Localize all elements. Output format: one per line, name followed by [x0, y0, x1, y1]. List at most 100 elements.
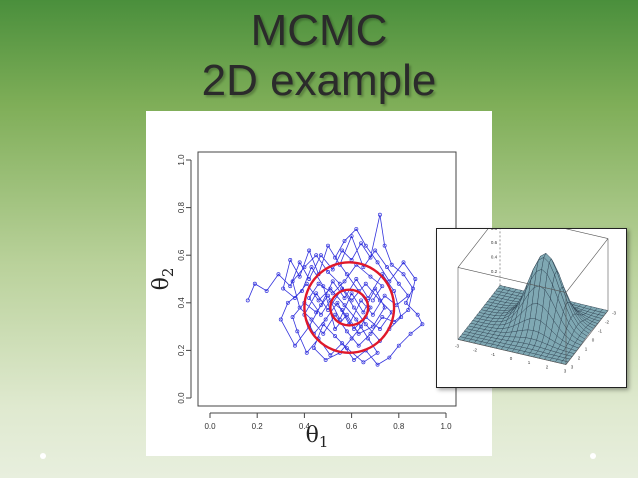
chain-point [344, 312, 349, 317]
chain-point [349, 234, 354, 239]
chain-point [340, 341, 345, 346]
chain-point [337, 281, 342, 286]
chain-point [330, 267, 335, 272]
chain-point [375, 362, 380, 367]
chain-point [387, 355, 392, 360]
chain-point [293, 296, 297, 300]
chain-point [382, 305, 387, 310]
chain-point [330, 279, 335, 284]
chain-point [368, 274, 373, 279]
surface-tick-label: -2 [473, 348, 477, 353]
chain-point [377, 327, 382, 331]
surface-tick-label: 0.2 [491, 269, 498, 274]
surface-tick-label: 2 [578, 356, 581, 361]
chain-point [406, 293, 411, 298]
x-axis-label: θ1 [306, 423, 329, 451]
chain-point [288, 258, 293, 262]
slide-bullet-right [590, 453, 596, 459]
chain-point [413, 277, 418, 281]
chain-point [245, 298, 250, 303]
slide-bullet-left [40, 453, 46, 459]
chain-point [366, 336, 371, 341]
mcmc-trace-svg: 0.0 0.2 0.4 0.6 0.8 1.0 0.0 0.2 0.4 0.6 0.8 1.0 θ1… [149, 151, 457, 451]
chain-point [359, 324, 363, 329]
surface-tick-label: 0 [510, 356, 513, 361]
chain-point [368, 255, 373, 260]
chain-point [318, 312, 323, 317]
y-axis: 0.0 0.2 0.4 0.6 0.8 1.0 [177, 154, 192, 404]
chain-point [333, 312, 338, 317]
chain-point [370, 298, 375, 303]
surface-box-edge [457, 339, 567, 365]
surface-box-edge [457, 267, 567, 293]
chain-point [356, 331, 361, 336]
chain-point [361, 360, 366, 365]
chain-point [328, 353, 333, 358]
chain-point [335, 300, 340, 305]
chain-point [396, 281, 401, 286]
chain-point [326, 269, 330, 274]
chain-point [330, 291, 335, 296]
chain-point [415, 312, 420, 317]
chain-point [295, 329, 300, 334]
y-tick-label: 0.0 [177, 392, 186, 404]
y-tick-label: 1.0 [177, 154, 186, 166]
chain-point [337, 317, 342, 322]
chain-point [311, 346, 316, 350]
chain-point [340, 248, 345, 253]
x-tick-label: 0.6 [346, 422, 358, 431]
y-tick-label: 0.2 [177, 344, 186, 356]
chain-point [342, 303, 347, 308]
surface-tick-label: 0.4 [491, 255, 498, 260]
chain-point [370, 324, 375, 329]
surface-box-edge [565, 238, 609, 293]
chain-point [342, 238, 347, 243]
surface-tick-label: -2 [605, 320, 609, 325]
chain-point [288, 284, 293, 289]
chain-point [285, 300, 290, 305]
chain-point [370, 312, 375, 317]
chain-point [333, 327, 338, 331]
chain-point [361, 310, 366, 315]
chain-point [302, 265, 307, 270]
surface-tick-label: 3 [564, 369, 567, 374]
chain-point [307, 248, 312, 253]
chain-point [252, 281, 257, 286]
chain-point [373, 286, 378, 291]
chain-point [314, 253, 319, 258]
chain-point [309, 265, 314, 270]
chain-point [359, 241, 363, 246]
chain-point [403, 300, 408, 305]
chain-point [387, 279, 392, 284]
chain-point [321, 284, 326, 289]
chain-point [323, 357, 328, 362]
chain-point [342, 296, 347, 300]
chain-series [245, 212, 425, 367]
surface-box-edge [565, 310, 609, 365]
surface-tick-label: 2 [546, 364, 549, 369]
chain-point [354, 227, 359, 231]
surface-tick-label: 0.6 [491, 240, 498, 245]
chain-point [352, 357, 356, 362]
surface-tick-label: 0 [592, 338, 595, 343]
chain-point [307, 296, 312, 300]
chain-point [389, 262, 394, 267]
chain-point [349, 291, 354, 296]
surface-tick-label: -1 [598, 329, 602, 334]
chain-point [316, 281, 321, 286]
slide-title-line1: MCMC [250, 6, 388, 55]
chain-point [309, 317, 314, 322]
chain-point [401, 260, 406, 265]
chain-point [316, 298, 321, 303]
chain-point [314, 291, 319, 296]
chain-point [314, 310, 319, 315]
chain-point [377, 298, 382, 303]
chain-point [333, 255, 338, 260]
chain-point [352, 327, 356, 331]
chain-point [408, 331, 413, 336]
surface-tick-label: -3 [612, 311, 616, 316]
chain-point [328, 286, 333, 291]
